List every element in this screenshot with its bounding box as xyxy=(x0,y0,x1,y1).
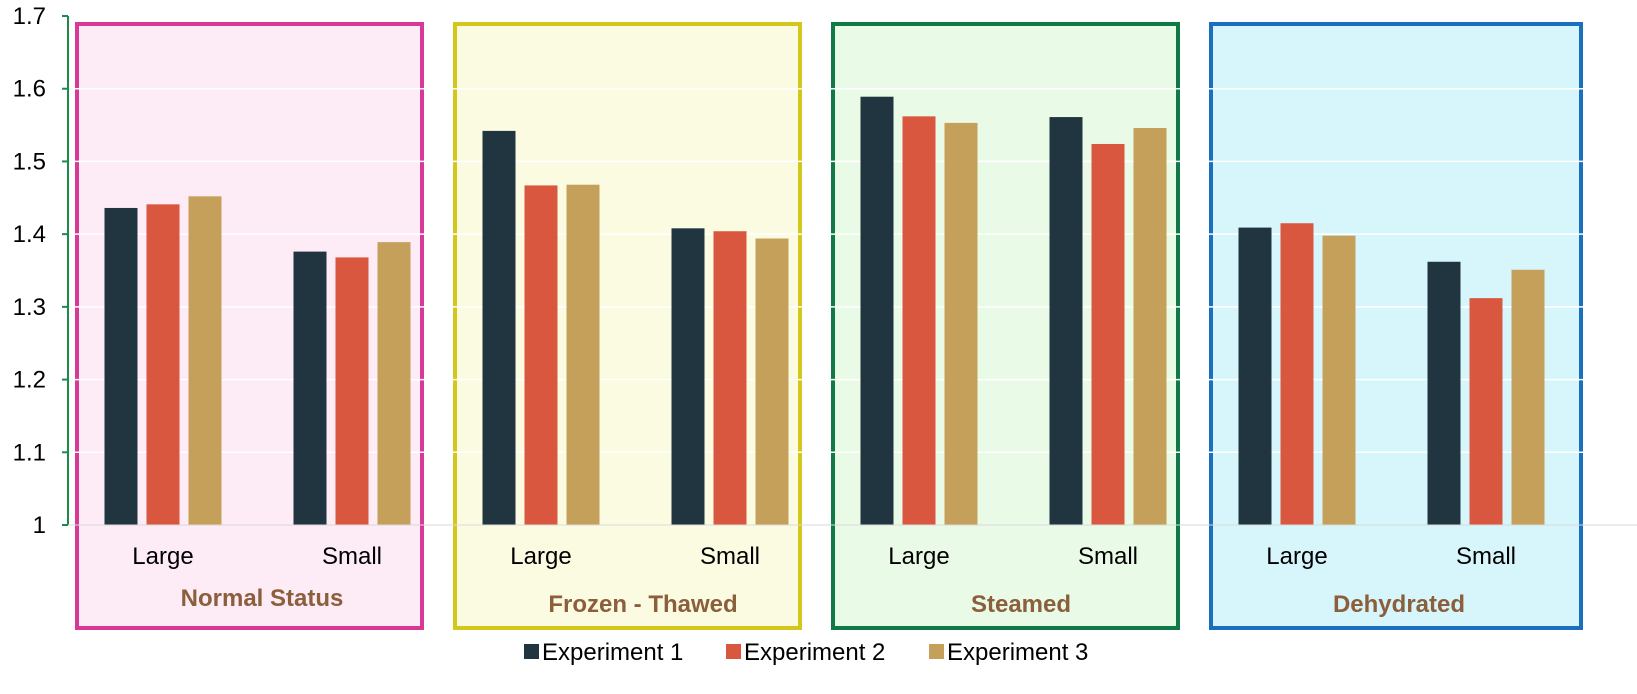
bar-steamed-large-exp1 xyxy=(860,96,894,525)
legend-label: Experiment 2 xyxy=(744,639,885,666)
legend-label: Experiment 1 xyxy=(542,639,683,666)
bar-dehydrated-small-exp2 xyxy=(1469,298,1503,525)
bar-dehydrated-large-exp1 xyxy=(1238,227,1272,525)
legend: Experiment 1 Experiment 2 Experiment 3 xyxy=(524,639,1088,666)
bar-frozen-thawed-small-exp3 xyxy=(755,238,789,525)
bar-normal-status-small-exp2 xyxy=(335,257,369,525)
y-tick-label: 1.1 xyxy=(13,439,46,466)
y-tick-label: 1 xyxy=(33,512,46,539)
bar-dehydrated-small-exp1 xyxy=(1427,261,1461,525)
group-label: Frozen - Thawed xyxy=(548,591,737,618)
group-label: Steamed xyxy=(971,591,1071,618)
legend-label: Experiment 3 xyxy=(947,639,1088,666)
bar-normal-status-large-exp1 xyxy=(104,207,138,526)
y-tick-label: 1.5 xyxy=(13,148,46,175)
y-tick-label: 1.7 xyxy=(13,3,46,30)
category-label: Small xyxy=(700,543,760,570)
category-label: Large xyxy=(510,543,571,570)
bar-frozen-thawed-large-exp2 xyxy=(524,185,558,525)
y-tick-label: 1.4 xyxy=(13,221,46,248)
category-label: Small xyxy=(322,543,382,570)
group-label: Normal Status xyxy=(181,585,344,612)
y-tick-label: 1.2 xyxy=(13,367,46,394)
group-label: Dehydrated xyxy=(1333,591,1465,618)
y-tick-label: 1.6 xyxy=(13,76,46,103)
y-axis: 1 1.1 1.2 1.3 1.4 1.5 1.6 1.7 xyxy=(13,3,1637,539)
category-label: Large xyxy=(132,543,193,570)
legend-swatch xyxy=(524,644,539,659)
bar-steamed-small-exp3 xyxy=(1133,127,1167,525)
bar-frozen-thawed-large-exp3 xyxy=(566,184,600,525)
bar-normal-status-large-exp3 xyxy=(188,196,222,525)
bar-dehydrated-large-exp2 xyxy=(1280,223,1314,525)
y-tick-label: 1.3 xyxy=(13,294,46,321)
bar-dehydrated-large-exp3 xyxy=(1322,235,1356,525)
bar-steamed-small-exp1 xyxy=(1049,117,1083,525)
bar-dehydrated-small-exp3 xyxy=(1511,269,1545,525)
category-label: Large xyxy=(1266,543,1327,570)
legend-swatch xyxy=(929,644,944,659)
legend-swatch xyxy=(726,644,741,659)
bar-normal-status-large-exp2 xyxy=(146,204,180,525)
bar-normal-status-small-exp1 xyxy=(293,251,327,525)
bar-steamed-large-exp2 xyxy=(902,116,936,526)
labels-layer: Large Small Normal Status Large Small Frozen … xyxy=(132,543,1516,618)
category-label: Small xyxy=(1456,543,1516,570)
category-label: Large xyxy=(888,543,949,570)
category-label: Small xyxy=(1078,543,1138,570)
bar-frozen-thawed-small-exp2 xyxy=(713,231,747,525)
gridlines-layer xyxy=(68,15,1637,454)
bars-layer xyxy=(104,96,1545,526)
bar-normal-status-small-exp3 xyxy=(377,242,411,526)
bar-steamed-large-exp3 xyxy=(944,122,978,525)
bar-steamed-small-exp2 xyxy=(1091,143,1125,525)
bar-frozen-thawed-large-exp1 xyxy=(482,130,516,526)
bar-frozen-thawed-small-exp1 xyxy=(671,228,705,525)
